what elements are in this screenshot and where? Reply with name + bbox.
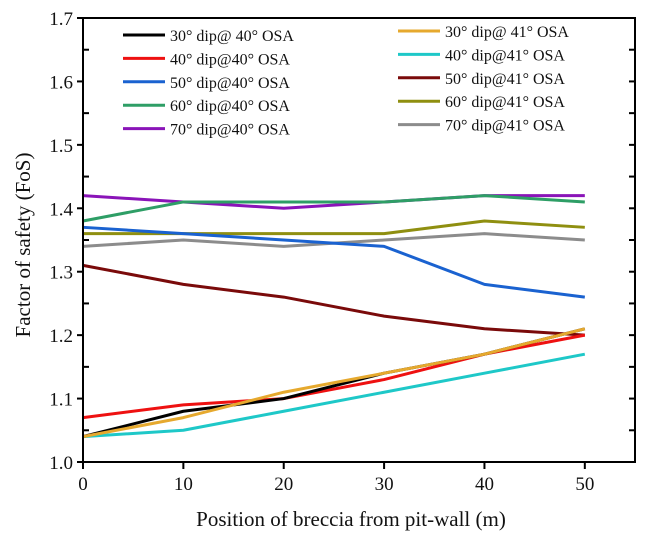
legend-label: 40° dip@40° OSA — [170, 51, 290, 68]
series-layer — [82, 194, 586, 439]
series-line-6 — [82, 327, 586, 439]
y-tick-label: 1.2 — [49, 326, 73, 347]
legend-item: 60° dip@40° OSA — [123, 98, 290, 115]
y-tick-label: 1.3 — [49, 263, 73, 284]
legend-label: 60° dip@40° OSA — [170, 98, 290, 115]
x-axis-title: Position of breccia from pit-wall (m) — [196, 507, 506, 531]
legend-item: 40° dip@40° OSA — [123, 51, 290, 68]
legend-item: 70° dip@41° OSA — [398, 118, 565, 135]
ticks-layer: 0 10 20 30 40 50 1.0 1.1 1.2 1.3 1.4 1.5 1.6 1.7 — [49, 9, 635, 495]
x-tick-label: 50 — [575, 474, 594, 495]
legend-label: 50° dip@41° OSA — [445, 71, 565, 88]
legend-item: 70° dip@40° OSA — [123, 122, 290, 139]
legend-item: 50° dip@40° OSA — [123, 75, 290, 92]
legend-item: 40° dip@41° OSA — [398, 47, 565, 64]
legend-label: 50° dip@40° OSA — [170, 75, 290, 92]
x-tick-label: 20 — [274, 474, 293, 495]
legend-item: 50° dip@41° OSA — [398, 71, 565, 88]
legend-label: 60° dip@41° OSA — [445, 94, 565, 111]
series-line-4 — [82, 194, 585, 223]
y-tick-label: 1.1 — [49, 390, 73, 411]
legend-item: 60° dip@41° OSA — [398, 94, 565, 111]
legend-label: 70° dip@41° OSA — [445, 118, 565, 135]
legend-label: 30° dip@ 40° OSA — [170, 28, 294, 45]
y-tick-label: 1.0 — [49, 453, 73, 474]
legend-item: 30° dip@ 41° OSA — [398, 24, 569, 41]
legend-label: 40° dip@41° OSA — [445, 47, 565, 64]
legend-label: 30° dip@ 41° OSA — [445, 24, 569, 41]
series-line-8 — [82, 263, 585, 337]
x-tick-label: 10 — [174, 474, 193, 495]
y-tick-label: 1.5 — [49, 136, 73, 157]
x-tick-label: 0 — [78, 474, 88, 495]
series-line-3 — [82, 225, 586, 299]
y-axis-title: Factor of safety (FoS) — [11, 153, 35, 338]
legend-label: 70° dip@40° OSA — [170, 122, 290, 139]
y-tick-label: 1.4 — [49, 199, 73, 220]
legend: 30° dip@ 40° OSA 40° dip@40° OSA 50° dip@4… — [123, 24, 569, 139]
y-tick-label: 1.7 — [49, 9, 73, 30]
legend-item: 30° dip@ 40° OSA — [123, 28, 294, 45]
x-tick-label: 40 — [475, 474, 494, 495]
y-tick-label: 1.6 — [49, 72, 73, 93]
series-line-7 — [82, 352, 586, 439]
x-tick-label: 30 — [375, 474, 394, 495]
